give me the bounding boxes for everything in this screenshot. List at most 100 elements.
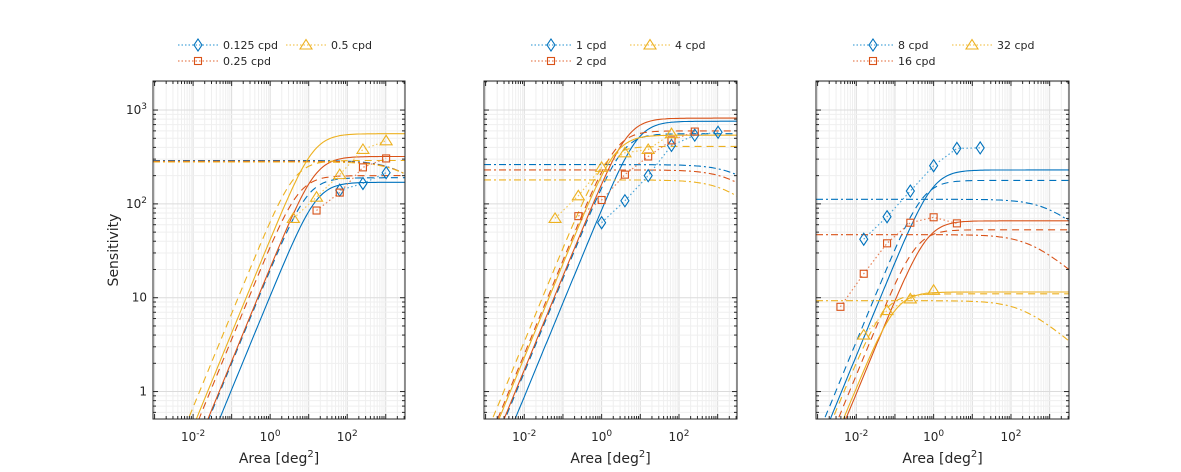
fit-dashed-line <box>187 159 405 419</box>
fit-solid-line <box>845 220 1069 419</box>
x-tick-label-exponent: -2 <box>527 429 536 439</box>
x-tick-label-exponent: -2 <box>859 429 868 439</box>
square-marker <box>620 170 629 179</box>
axes-box <box>815 80 1070 420</box>
diamond-marker <box>713 125 723 140</box>
data-dotted-line <box>601 131 719 224</box>
y-tick-label-exponent: 2 <box>141 196 147 206</box>
legend-label: 1 cpd <box>576 39 607 52</box>
fit-dashdot-line <box>484 179 737 197</box>
x-tick-label-base: 10 <box>260 430 275 444</box>
fit-dashed-line <box>837 229 1069 419</box>
x-tick-label-exponent: 2 <box>1016 429 1022 439</box>
x-tick-label-base: 10 <box>591 430 606 444</box>
legend-label: 0.5 cpd <box>331 39 372 52</box>
square-marker <box>859 269 868 278</box>
fit-dashed-line <box>832 293 1069 419</box>
fit-solid-line <box>207 155 405 419</box>
square-marker <box>335 188 344 197</box>
legend-label: 16 cpd <box>898 55 936 68</box>
y-tick-label-base: 10 <box>126 197 141 211</box>
triangle-marker <box>880 304 895 316</box>
x-tick-label-base: 10 <box>923 430 938 444</box>
y-tick-label-base: 10 <box>132 291 147 305</box>
x-tick-label: 10-2 <box>512 429 536 444</box>
diamond-marker <box>905 184 915 199</box>
square-marker <box>836 302 845 311</box>
diamond-marker <box>952 141 962 156</box>
x-axis-label-end: ] <box>645 451 650 467</box>
fit-curves <box>816 169 1069 419</box>
triangle-marker <box>332 168 347 180</box>
square-marker <box>906 218 915 227</box>
legend: 0.125 cpd 0.5 cpd 0.25 cpd <box>178 38 372 68</box>
grid <box>816 81 1069 419</box>
diamond-marker <box>193 38 203 52</box>
x-tick-label-base: 10 <box>1000 430 1015 444</box>
x-tick-label: 100 <box>260 429 281 444</box>
diamond-marker <box>596 215 607 230</box>
y-tick-label: 103 <box>126 102 147 117</box>
fit-curves <box>484 117 737 419</box>
square-marker <box>868 56 878 66</box>
square-marker <box>882 239 892 248</box>
diamond-marker <box>975 140 985 155</box>
diamond-marker <box>868 38 878 52</box>
x-tick-label-exponent: -2 <box>196 429 205 439</box>
data-dotted-line <box>292 140 387 219</box>
triangle-marker <box>355 142 370 155</box>
triangle-marker <box>965 38 979 50</box>
x-axis-label-sup: 2 <box>971 449 977 460</box>
triangle-marker <box>617 146 632 158</box>
data-series <box>312 154 391 215</box>
triangle-marker <box>594 160 609 172</box>
data-dotted-line <box>339 172 387 191</box>
x-tick-label-exponent: 0 <box>938 429 944 439</box>
square-marker <box>358 163 367 172</box>
square-marker <box>690 127 699 136</box>
legend-label: 4 cpd <box>675 39 706 52</box>
y-tick-label-base: 10 <box>126 103 141 117</box>
legend-label: 0.125 cpd <box>223 39 278 52</box>
fit-dashdot-line <box>816 198 1069 222</box>
data-dotted-line <box>554 133 672 219</box>
diamond-marker <box>928 158 939 173</box>
x-axis-label-sup: 2 <box>639 449 645 460</box>
grid <box>484 81 737 419</box>
fit-dashed-line <box>823 179 1069 419</box>
x-tick-label-base: 10 <box>844 430 859 444</box>
triangle-marker <box>903 292 918 304</box>
square-marker <box>312 206 321 215</box>
y-tick-label: 10 <box>132 291 147 305</box>
fit-dashed-line <box>491 145 737 419</box>
fit-solid-line <box>218 181 405 419</box>
square-marker <box>193 56 203 66</box>
x-axis-label: Area [deg2] <box>902 449 982 467</box>
x-axis-label-text: Area [deg <box>902 451 971 467</box>
data-dotted-line <box>863 289 934 336</box>
x-tick-label-base: 10 <box>337 430 352 444</box>
x-tick-label-base: 10 <box>181 430 196 444</box>
square-marker <box>929 213 938 222</box>
fit-solid-line <box>514 120 737 419</box>
triangle-marker <box>548 211 563 223</box>
fit-dashdot-line <box>153 159 405 175</box>
triangle-marker <box>571 189 586 201</box>
square-marker <box>382 154 391 163</box>
fit-dashed-line <box>198 175 405 419</box>
triangle-marker <box>926 283 941 295</box>
diamond-marker <box>690 128 700 143</box>
y-tick-label: 1 <box>139 385 147 399</box>
x-tick-label: 100 <box>923 429 944 444</box>
triangle-marker <box>286 211 301 223</box>
y-tick-label-exponent: 3 <box>141 102 147 112</box>
x-tick-label: 10-2 <box>181 429 205 444</box>
diamond-marker <box>620 193 630 208</box>
fit-dashdot-line <box>484 169 737 184</box>
fit-solid-line <box>195 133 405 419</box>
fit-dashed-line <box>496 130 737 419</box>
